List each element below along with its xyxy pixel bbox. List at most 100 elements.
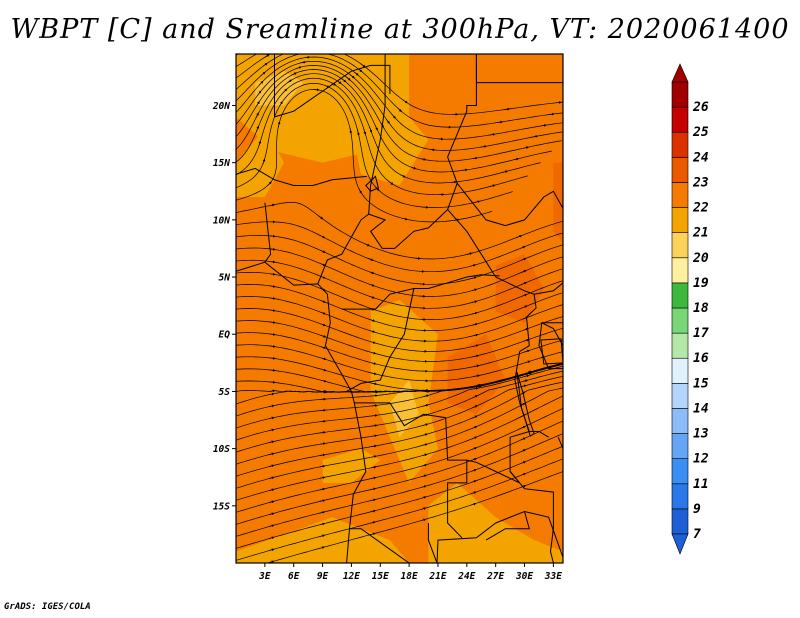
- streamline-arrow: [270, 333, 276, 336]
- colorbar-label: 21: [692, 226, 709, 241]
- streamline-arrow: [320, 311, 326, 315]
- streamline-arrow: [388, 181, 394, 185]
- streamline-arrow: [319, 534, 326, 538]
- x-axis-ticks: 3E 6E 9E 12E 15E 18E 21E 24E 27E 30E 33E: [258, 563, 562, 582]
- boundary-line: [349, 528, 410, 563]
- streamline-arrow: [420, 157, 427, 161]
- streamline-arrow: [268, 392, 275, 396]
- streamline-arrow: [370, 532, 376, 536]
- streamline: [236, 259, 563, 309]
- colorbar-label: 15: [693, 376, 709, 391]
- boundary-line: [466, 351, 530, 484]
- streamline-arrow: [473, 387, 479, 390]
- boundary-line: [427, 523, 438, 563]
- streamline-arrow: [296, 66, 302, 69]
- colorbar-label: 22: [692, 201, 709, 216]
- streamline-arrow: [300, 60, 307, 64]
- colorbar-label: 20: [692, 251, 709, 266]
- boundary-line: [557, 437, 563, 483]
- x-tick-label: 27E: [486, 571, 504, 582]
- streamline-arrow: [369, 283, 375, 287]
- streamline: [236, 395, 563, 501]
- streamline-arrow: [513, 157, 520, 161]
- streamline-arrow: [470, 502, 477, 506]
- streamline-arrow: [267, 181, 272, 187]
- streamline: [236, 235, 563, 285]
- streamline-arrow: [520, 425, 526, 429]
- streamline-arrow: [453, 218, 460, 222]
- streamline-arrow: [421, 463, 428, 467]
- colorbar-label: 19: [693, 276, 709, 291]
- streamline-arrow: [474, 200, 481, 204]
- colorbar-label: 14: [693, 401, 709, 416]
- colorbar-label: 25: [692, 125, 709, 140]
- streamline-arrow: [520, 449, 526, 453]
- streamline-arrow: [370, 362, 377, 365]
- colorbar-label: 26: [692, 100, 709, 115]
- streamline: [236, 320, 563, 362]
- streamline-arrow: [270, 345, 276, 348]
- streamline-arrow: [471, 425, 478, 429]
- field-patch-23c: [447, 334, 506, 415]
- colorbar-swatch: [671, 332, 689, 359]
- streamline-arrow: [372, 414, 378, 417]
- y-tick-label: 15N: [213, 158, 230, 169]
- x-tick-label: 9E: [317, 571, 329, 582]
- y-axis-ticks: 20N 15N 10N 5N EQ 5S 10S 15S: [212, 101, 236, 512]
- streamline-arrow: [541, 124, 547, 127]
- streamline-arrow: [319, 476, 326, 480]
- streamline-arrow: [420, 496, 427, 499]
- streamline-arrow: [397, 107, 402, 112]
- streamline: [236, 363, 563, 393]
- streamline: [236, 308, 563, 352]
- streamline-arrow: [270, 247, 276, 251]
- streamline: [236, 272, 563, 320]
- streamline-arrow: [319, 499, 326, 503]
- streamline-arrow: [320, 334, 327, 338]
- streamline-arrow: [282, 88, 288, 94]
- colorbar-swatch: [671, 483, 689, 510]
- streamline-arrow: [472, 415, 478, 419]
- streamline-arrow: [422, 433, 429, 436]
- streamline-arrow: [345, 76, 351, 81]
- map-frame: [235, 53, 564, 564]
- streamline-arrow: [353, 71, 359, 76]
- y-tick-label: 10N: [213, 215, 230, 226]
- streamline-arrow: [504, 107, 511, 111]
- streamline-arrow: [270, 321, 276, 324]
- colorbar-swatch: [671, 81, 689, 108]
- streamline-arrow: [516, 235, 523, 238]
- colorbar-swatch: [671, 357, 689, 384]
- streamline-arrow: [429, 148, 436, 152]
- field-patch-21c: [322, 448, 381, 483]
- streamline-arrow: [422, 443, 428, 447]
- colorbar-swatch: [671, 282, 689, 309]
- streamline-arrow: [523, 327, 529, 331]
- streamline-arrow: [471, 288, 478, 292]
- streamline-arrow: [369, 295, 375, 299]
- colorbar-swatch: [671, 408, 689, 434]
- boundary-line: [509, 471, 554, 563]
- x-tick-label: 33E: [544, 571, 562, 582]
- streamline-arrow: [525, 360, 531, 364]
- streamline: [236, 370, 563, 453]
- streamline-arrow: [471, 300, 478, 304]
- streamline-arrow: [520, 473, 527, 476]
- streamlines: [236, 54, 563, 563]
- colorbar-label: 16: [693, 351, 709, 366]
- streamline-arrow: [520, 245, 526, 249]
- streamline-arrow: [258, 80, 264, 86]
- streamline-arrow: [421, 453, 428, 457]
- streamline-arrow: [521, 293, 528, 297]
- streamline-arrow: [320, 263, 326, 267]
- lake-tanganyika: [516, 371, 535, 437]
- colorbar-label: 23: [692, 175, 709, 190]
- streamline-arrow: [257, 90, 262, 96]
- streamline-arrow: [466, 252, 473, 256]
- streamline: [236, 365, 563, 441]
- streamline-arrow: [358, 188, 362, 194]
- streamline: [236, 54, 258, 68]
- colorbar-label: 12: [693, 452, 709, 467]
- colorbar-swatch: [671, 131, 689, 158]
